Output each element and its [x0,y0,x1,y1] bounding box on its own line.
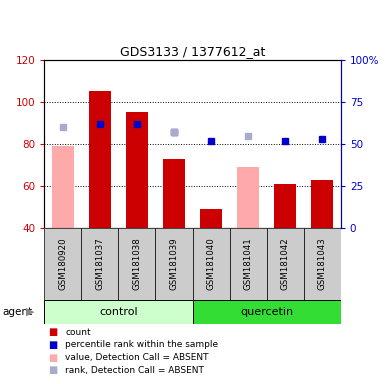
Bar [229,228,266,300]
Bar [126,112,148,228]
Bar [311,180,333,228]
Bar [192,300,341,324]
Text: GSM181038: GSM181038 [132,238,141,290]
Text: GSM180920: GSM180920 [58,238,67,290]
Bar [274,184,296,228]
Bar [52,146,74,228]
Text: ■: ■ [48,340,57,350]
Bar [163,159,185,228]
Bar [304,228,341,300]
Bar [89,91,111,228]
Bar [200,210,222,228]
Text: ■: ■ [48,365,57,375]
Bar [237,167,259,228]
Bar [119,228,156,300]
Text: GSM181041: GSM181041 [244,238,253,290]
Bar [192,228,229,300]
Bar [267,228,304,300]
Bar [156,228,192,300]
Text: GSM181039: GSM181039 [169,238,179,290]
Text: value, Detection Call = ABSENT: value, Detection Call = ABSENT [65,353,209,362]
Bar [44,228,81,300]
Text: count: count [65,328,91,337]
Bar [81,228,119,300]
Title: GDS3133 / 1377612_at: GDS3133 / 1377612_at [120,45,265,58]
Text: GSM181040: GSM181040 [206,238,216,290]
Text: ■: ■ [48,353,57,362]
Text: percentile rank within the sample: percentile rank within the sample [65,340,219,349]
Text: ▶: ▶ [26,307,35,317]
Text: GSM181043: GSM181043 [318,238,327,290]
Text: quercetin: quercetin [240,307,293,317]
Bar [44,300,192,324]
Text: agent: agent [2,307,32,317]
Text: control: control [99,307,138,317]
Text: GSM181042: GSM181042 [281,238,290,290]
Text: GSM181037: GSM181037 [95,238,104,290]
Text: ■: ■ [48,327,57,337]
Text: rank, Detection Call = ABSENT: rank, Detection Call = ABSENT [65,366,204,375]
